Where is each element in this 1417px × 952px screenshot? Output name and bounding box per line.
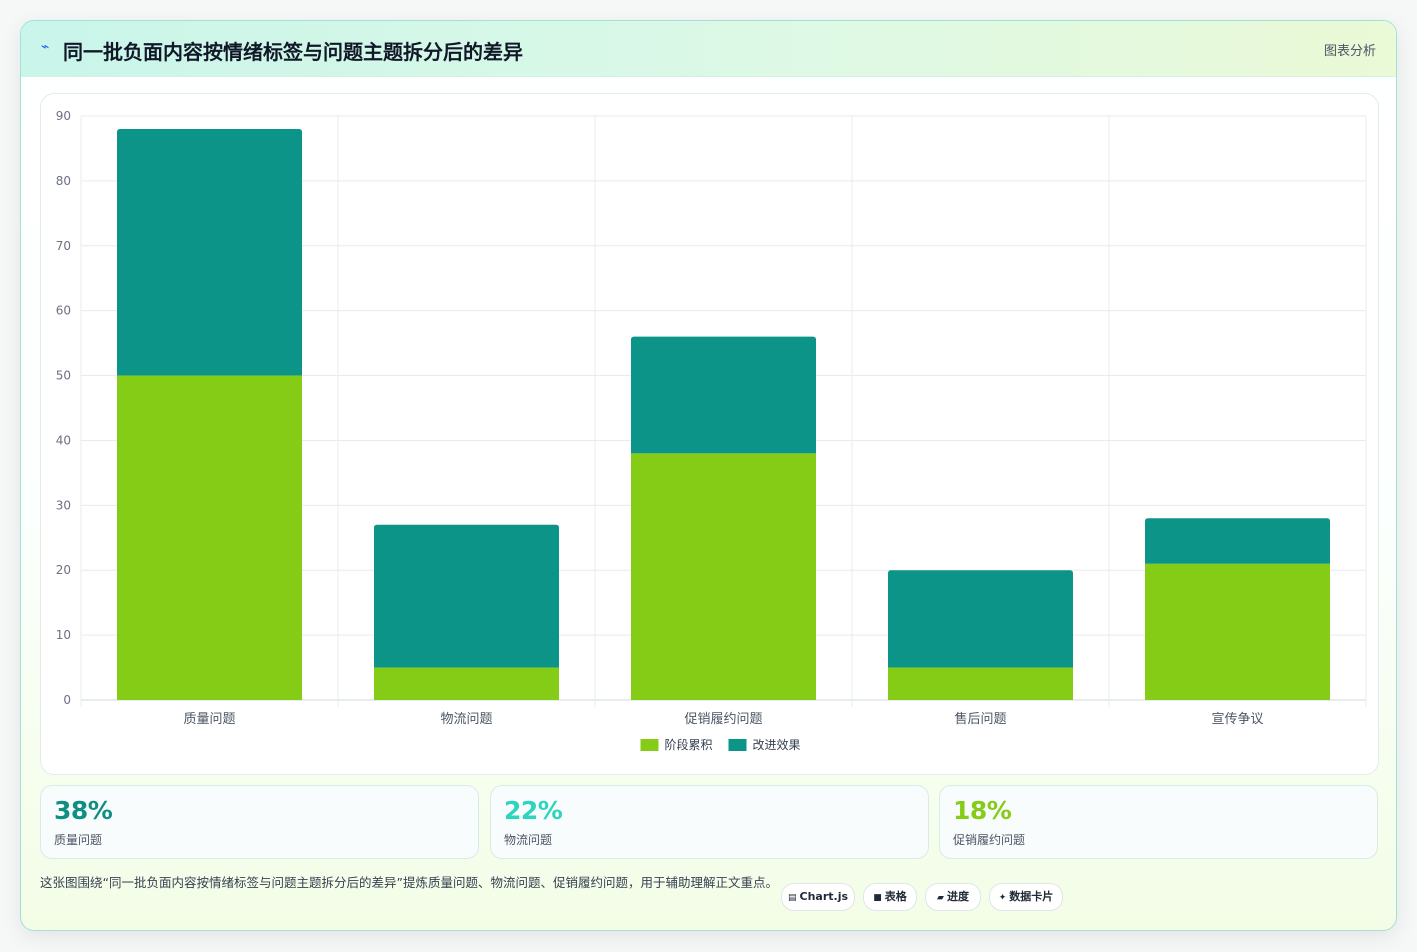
chip-chartjs[interactable]: ▤ Chart.js — [781, 883, 855, 911]
bar-improvement — [374, 524, 559, 668]
y-tick-label: 40 — [56, 433, 71, 447]
stat-label: 物流问题 — [504, 833, 553, 847]
bar-cumulative — [1145, 563, 1330, 700]
legend-label: 阶段累积 — [665, 737, 713, 752]
y-tick-label: 70 — [56, 239, 71, 253]
legend-swatch — [728, 739, 747, 751]
x-tick-label: 促销履约问题 — [684, 712, 762, 727]
chip-label: 进度 — [946, 890, 969, 903]
stat-value: 18% — [953, 796, 1012, 825]
chip-label: 数据卡片 — [1009, 890, 1054, 903]
stat-cards: 38% 质量问题 22% 物流问题 18% 促销履约问题 — [40, 785, 1379, 859]
y-tick-label: 80 — [56, 174, 71, 188]
y-tick-label: 90 — [56, 109, 71, 123]
bar-cumulative — [117, 375, 302, 700]
chip-label: Chart.js — [799, 890, 849, 903]
x-tick-label: 物流问题 — [440, 712, 492, 727]
card-icon: ✦ — [998, 893, 1007, 903]
card-header: ⌁ 同一批负面内容按情绪标签与问题主题拆分后的差异 图表分析 — [21, 21, 1396, 77]
chart-description: 这张图围绕“同一批负面内容按情绪标签与问题主题拆分后的差异”提炼质量问题、物流问… — [40, 875, 778, 890]
y-tick-label: 30 — [56, 498, 71, 512]
y-tick-label: 10 — [56, 628, 71, 642]
bar-improvement — [888, 570, 1073, 668]
bar-cumulative — [631, 453, 816, 700]
y-tick-label: 20 — [56, 563, 71, 577]
y-tick-label: 0 — [63, 693, 71, 707]
table-icon: ■ — [873, 893, 882, 903]
chart-icon: ▤ — [787, 893, 797, 903]
stat-card-quality: 38% 质量问题 — [40, 785, 479, 859]
stat-card-promotion: 18% 促销履约问题 — [939, 785, 1378, 859]
header-tag: 图表分析 — [1323, 44, 1376, 59]
bar-cumulative — [888, 667, 1073, 700]
bar-improvement — [1145, 518, 1330, 564]
stat-label: 促销履约问题 — [953, 833, 1026, 847]
progress-icon: ▰ — [937, 893, 944, 903]
stat-label: 质量问题 — [54, 833, 103, 847]
x-tick-label: 质量问题 — [183, 712, 235, 727]
chip-data-card[interactable]: ✦ 数据卡片 — [989, 883, 1063, 911]
bar-improvement — [631, 336, 816, 454]
stat-value: 38% — [54, 796, 113, 825]
chip-table[interactable]: ■ 表格 — [863, 883, 917, 911]
card-title: 同一批负面内容按情绪标签与问题主题拆分后的差异 — [63, 40, 523, 64]
legend-swatch — [640, 739, 659, 751]
bar-cumulative — [374, 667, 559, 700]
chart-container: 0 10 20 30 40 50 60 70 80 90 质量问题 物流问题 促销履约问题 售后问题 宣传争… — [40, 93, 1379, 775]
y-tick-label: 50 — [56, 369, 71, 383]
x-tick-label: 宣传争议 — [1211, 711, 1263, 727]
x-tick-label: 售后问题 — [954, 711, 1006, 727]
chip-progress[interactable]: ▰ 进度 — [925, 883, 981, 911]
bar-improvement — [117, 128, 302, 376]
y-tick-label: 60 — [56, 304, 71, 318]
legend-label: 改进效果 — [753, 737, 801, 752]
lightning-icon: ⌁ — [41, 39, 50, 55]
stat-card-logistics: 22% 物流问题 — [490, 785, 929, 859]
stat-value: 22% — [504, 796, 563, 825]
chart-card: ⌁ 同一批负面内容按情绪标签与问题主题拆分后的差异 图表分析 0 10 20 30 40… — [20, 20, 1397, 931]
chip-label: 表格 — [884, 890, 907, 903]
stacked-bar-chart: 0 10 20 30 40 50 60 70 80 90 质量问题 物流问题 促销履约问题 售后问题 宣传争… — [56, 109, 1367, 752]
